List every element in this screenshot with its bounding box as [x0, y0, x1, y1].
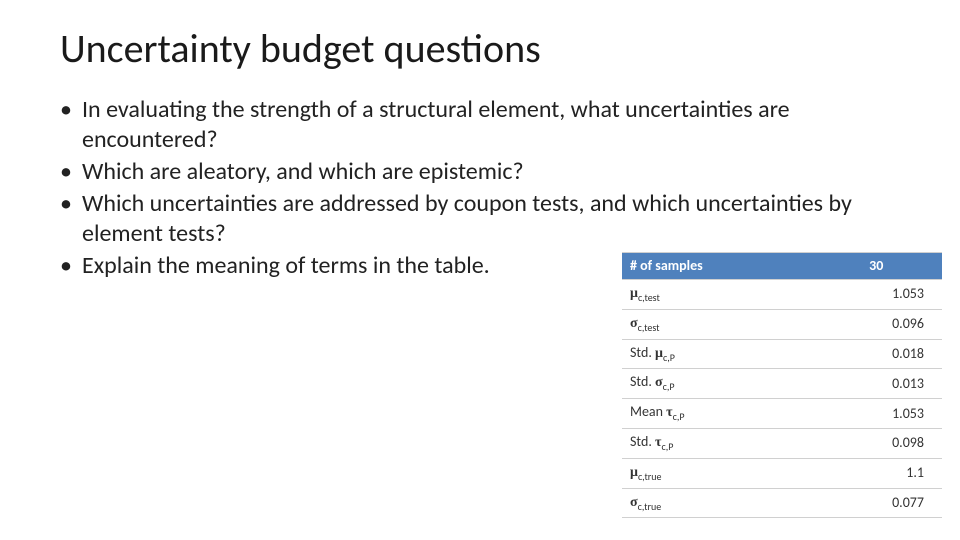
table-header-label: # of samples — [622, 253, 820, 280]
bullet-text: Which are aleatory, and which are episte… — [82, 157, 524, 186]
slide-title: Uncertainty budget questions — [60, 24, 900, 73]
table-row-value: 1.053 — [820, 399, 942, 429]
table-row-value: 0.096 — [820, 309, 942, 339]
bullet-item: Which uncertainties are addressed by cou… — [60, 189, 900, 249]
table-row-value: 0.018 — [820, 339, 942, 369]
table-row-label: Std. σc,P — [622, 369, 820, 399]
table-row: σc,true0.077 — [622, 488, 942, 518]
table-row-value: 1.1 — [820, 458, 942, 488]
table-row-label: Mean τc,P — [622, 399, 820, 429]
table-row-label: μc,true — [622, 458, 820, 488]
table-row-label: μc,test — [622, 280, 820, 310]
table-row: σc,test0.096 — [622, 309, 942, 339]
table-row-label: Std. μc,P — [622, 339, 820, 369]
table-header-row: # of samples30 — [622, 253, 942, 280]
slide: Uncertainty budget questions In evaluati… — [0, 0, 960, 540]
table-row-label: Std. τc,P — [622, 428, 820, 458]
table-header-value: 30 — [820, 253, 942, 280]
table-row: Std. μc,P0.018 — [622, 339, 942, 369]
bullet-text: In evaluating the strength of a structur… — [82, 95, 790, 154]
table-row-label: σc,test — [622, 309, 820, 339]
stats-table-wrap: # of samples30μc,test1.053σc,test0.096St… — [622, 252, 942, 518]
table-row: Mean τc,P1.053 — [622, 399, 942, 429]
stats-table: # of samples30μc,test1.053σc,test0.096St… — [622, 253, 942, 518]
table-row: μc,test1.053 — [622, 280, 942, 310]
table-row-value: 1.053 — [820, 280, 942, 310]
table-row-value: 0.077 — [820, 488, 942, 518]
table-row: Std. σc,P0.013 — [622, 369, 942, 399]
bullet-item: Which are aleatory, and which are episte… — [60, 157, 900, 187]
table-row-label: σc,true — [622, 488, 820, 518]
stats-table-body: # of samples30μc,test1.053σc,test0.096St… — [622, 253, 942, 518]
table-row-value: 0.013 — [820, 369, 942, 399]
bullet-item: In evaluating the strength of a structur… — [60, 95, 900, 155]
table-row: μc,true1.1 — [622, 458, 942, 488]
table-row-value: 0.098 — [820, 428, 942, 458]
table-row: Std. τc,P0.098 — [622, 428, 942, 458]
bullet-text: Which uncertainties are addressed by cou… — [82, 189, 852, 248]
bullet-text: Explain the meaning of terms in the tabl… — [82, 251, 490, 280]
